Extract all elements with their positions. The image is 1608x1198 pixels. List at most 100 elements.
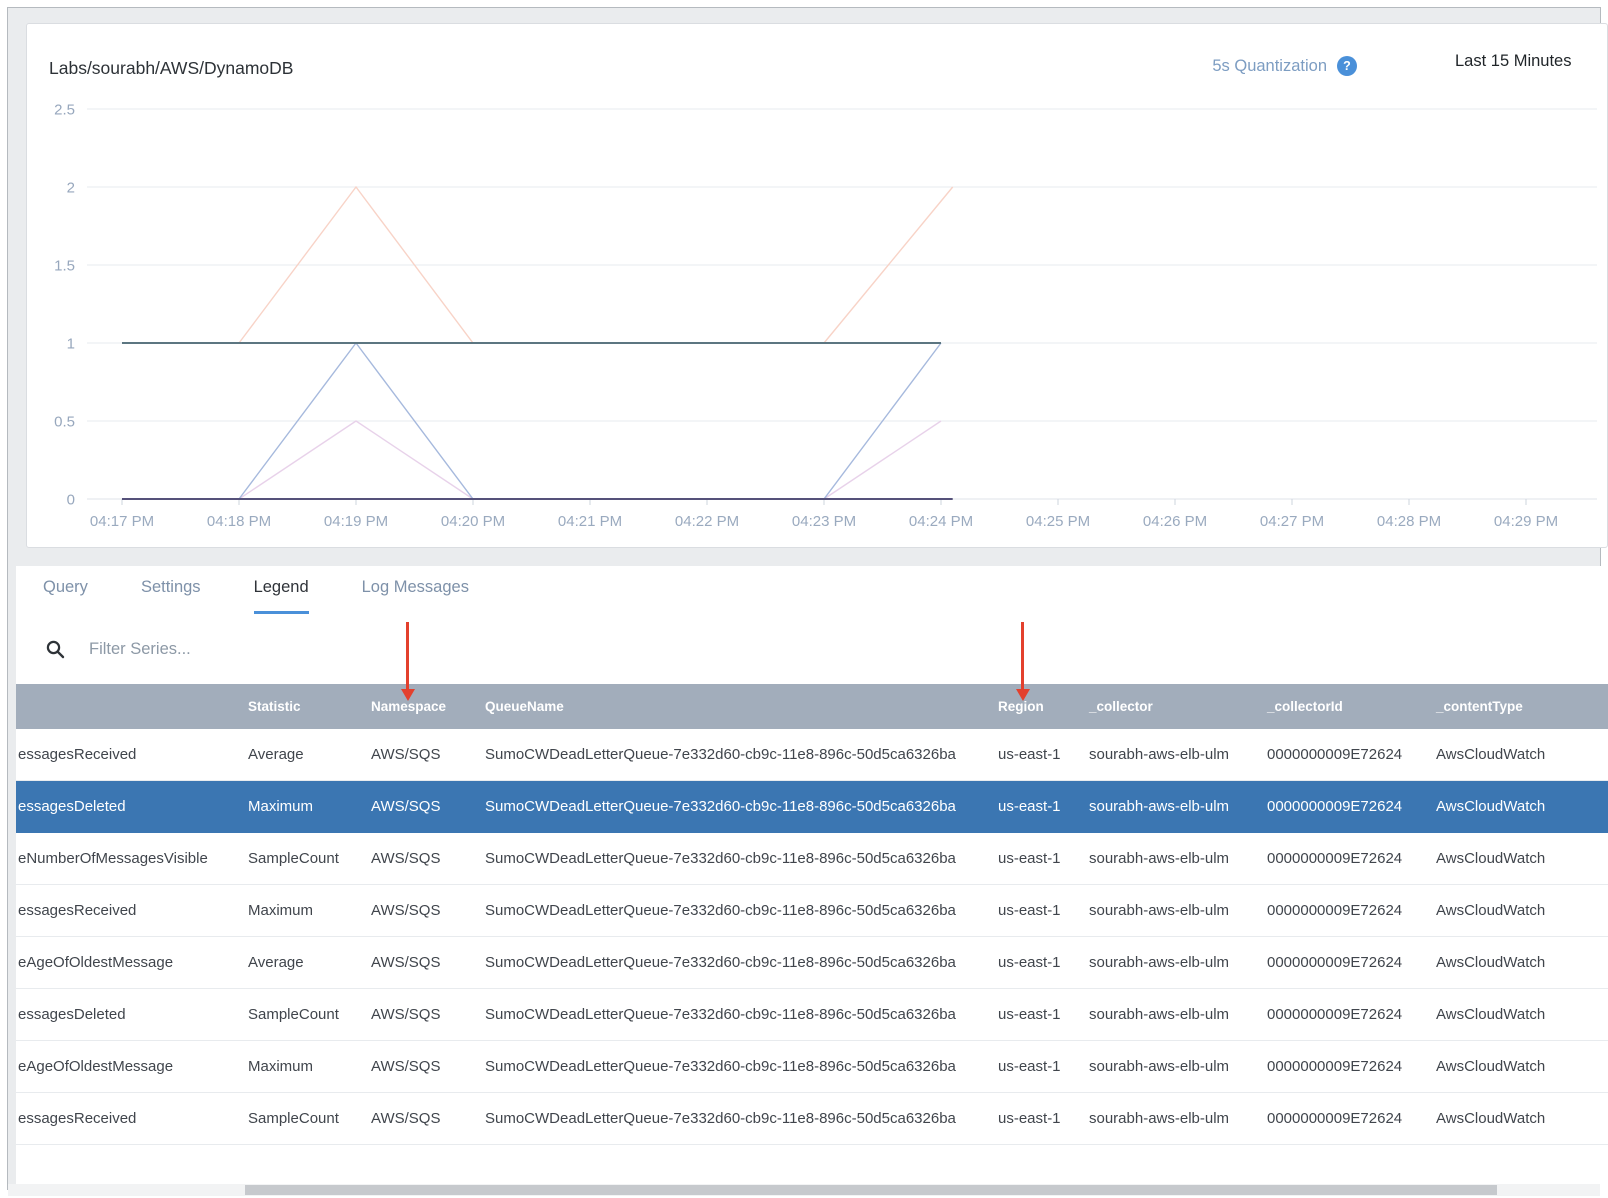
column-header-region[interactable]: Region xyxy=(998,699,1044,714)
table-cell: SumoCWDeadLetterQueue-7e332d60-cb9c-11e8… xyxy=(485,746,956,763)
x-axis: 04:17 PM 04:18 PM 04:19 PM 04:20 PM 04:21 PM… xyxy=(90,499,1558,530)
table-cell: sourabh-aws-elb-ulm xyxy=(1089,1006,1230,1023)
table-cell: eNumberOfMessagesVisible xyxy=(18,850,208,867)
table-cell: us-east-1 xyxy=(998,902,1061,919)
table-cell: eAgeOfOldestMessage xyxy=(18,1058,174,1075)
svg-text:2: 2 xyxy=(67,180,75,197)
legend-section: Query Settings Legend Log Messages Statisti… xyxy=(16,566,1608,1198)
time-range-selector[interactable]: Last 15 Minutes xyxy=(1455,52,1608,78)
svg-text:04:29 PM: 04:29 PM xyxy=(1494,513,1558,530)
annotation-arrow-namespace xyxy=(401,622,415,701)
table-cell: SumoCWDeadLetterQueue-7e332d60-cb9c-11e8… xyxy=(485,902,956,919)
tab-settings[interactable]: Settings xyxy=(140,578,201,596)
table-cell: AWS/SQS xyxy=(371,1058,441,1075)
scrollbar-thumb[interactable] xyxy=(245,1185,1497,1195)
table-cell: 0000000009E72624 xyxy=(1267,1058,1403,1075)
table-cell: AWS/SQS xyxy=(371,798,441,815)
table-cell: SumoCWDeadLetterQueue-7e332d60-cb9c-11e8… xyxy=(485,850,956,867)
series-line-light-violet-series xyxy=(238,420,942,500)
table-cell: us-east-1 xyxy=(998,954,1061,971)
table-cell: eAgeOfOldestMessage xyxy=(18,954,174,971)
table-row[interactable]: essagesDeleted Maximum AWS/SQS SumoCWDeadLe… xyxy=(16,781,1608,833)
quantization-label[interactable]: 5s Quantization xyxy=(1212,56,1327,75)
table-cell: AWS/SQS xyxy=(371,902,441,919)
table-cell: sourabh-aws-elb-ulm xyxy=(1089,1058,1230,1075)
table-row[interactable]: eAgeOfOldestMessage Average AWS/SQS SumoCWD… xyxy=(16,937,1608,989)
table-cell: essagesDeleted xyxy=(18,798,126,815)
svg-text:04:18 PM: 04:18 PM xyxy=(207,513,271,530)
table-cell: SumoCWDeadLetterQueue-7e332d60-cb9c-11e8… xyxy=(485,1006,956,1023)
column-header-contenttype[interactable]: _contentType xyxy=(1436,699,1523,714)
table-cell: us-east-1 xyxy=(998,1110,1061,1127)
table-cell: AwsCloudWatch xyxy=(1436,954,1546,971)
table-row[interactable]: essagesReceived SampleCount AWS/SQS SumoCWD… xyxy=(16,1093,1608,1145)
table-cell: AWS/SQS xyxy=(371,954,441,971)
table-cell: us-east-1 xyxy=(998,1006,1061,1023)
svg-text:1.5: 1.5 xyxy=(54,258,75,275)
svg-text:1: 1 xyxy=(67,336,75,353)
table-cell: AwsCloudWatch xyxy=(1436,1110,1546,1127)
table-cell: sourabh-aws-elb-ulm xyxy=(1089,954,1230,971)
table-header-row: Statistic Namespace QueueName Region _collec… xyxy=(16,684,1608,729)
table-row[interactable]: essagesReceived Average AWS/SQS SumoCWDeadL… xyxy=(16,729,1608,781)
table-cell: SumoCWDeadLetterQueue-7e332d60-cb9c-11e8… xyxy=(485,1110,956,1127)
table-row[interactable]: essagesDeleted SampleCount AWS/SQS SumoCWDe… xyxy=(16,989,1608,1041)
table-cell: us-east-1 xyxy=(998,1058,1061,1075)
svg-text:04:25 PM: 04:25 PM xyxy=(1026,513,1090,530)
table-cell: 0000000009E72624 xyxy=(1267,746,1403,763)
column-header-namespace[interactable]: Namespace xyxy=(371,699,447,714)
table-cell: AWS/SQS xyxy=(371,1006,441,1023)
table-cell: Maximum xyxy=(248,798,314,815)
tab-query[interactable]: Query xyxy=(43,578,88,596)
table-cell: 0000000009E72624 xyxy=(1267,954,1403,971)
table-row[interactable]: eAgeOfOldestMessage Maximum AWS/SQS SumoCWD… xyxy=(16,1041,1608,1093)
table-cell: 0000000009E72624 xyxy=(1267,798,1403,815)
table-cell: AWS/SQS xyxy=(371,850,441,867)
filter-series-input[interactable] xyxy=(89,639,509,659)
tab-log-messages[interactable]: Log Messages xyxy=(361,578,469,596)
table-cell: us-east-1 xyxy=(998,850,1061,867)
arrow-head xyxy=(401,689,415,701)
panel-title: Labs/sourabh/AWS/DynamoDB xyxy=(49,58,294,78)
search-icon xyxy=(46,640,65,658)
table-row[interactable]: eNumberOfMessagesVisible SampleCount AWS/S… xyxy=(16,833,1608,885)
table-cell: AwsCloudWatch xyxy=(1436,798,1546,815)
column-header-metric[interactable] xyxy=(16,684,246,729)
column-header-collectorid[interactable]: _collectorId xyxy=(1267,699,1343,714)
table-cell: Average xyxy=(248,954,304,971)
column-header-statistic[interactable]: Statistic xyxy=(248,699,301,714)
table-cell: AwsCloudWatch xyxy=(1436,902,1546,919)
svg-text:04:28 PM: 04:28 PM xyxy=(1377,513,1441,530)
table-row[interactable]: essagesReceived Maximum AWS/SQS SumoCWDeadL… xyxy=(16,885,1608,937)
table-cell: sourabh-aws-elb-ulm xyxy=(1089,850,1230,867)
svg-text:2.5: 2.5 xyxy=(54,102,75,119)
help-icon[interactable]: ? xyxy=(1337,56,1357,76)
legend-table: Statistic Namespace QueueName Region _collec… xyxy=(16,684,1608,1145)
svg-text:04:23 PM: 04:23 PM xyxy=(792,513,856,530)
tab-bar: Query Settings Legend Log Messages xyxy=(16,566,1608,614)
y-axis: 0 0.5 1 1.5 2 2.5 xyxy=(54,102,1597,509)
horizontal-scrollbar[interactable] xyxy=(8,1184,1600,1196)
svg-text:0.5: 0.5 xyxy=(54,414,75,431)
svg-text:04:21 PM: 04:21 PM xyxy=(558,513,622,530)
svg-text:04:20 PM: 04:20 PM xyxy=(441,513,505,530)
svg-text:04:19 PM: 04:19 PM xyxy=(324,513,388,530)
table-cell: Maximum xyxy=(248,1058,314,1075)
svg-text:04:22 PM: 04:22 PM xyxy=(675,513,739,530)
table-cell: sourabh-aws-elb-ulm xyxy=(1089,1110,1230,1127)
tab-legend[interactable]: Legend xyxy=(253,578,309,614)
table-cell: 0000000009E72624 xyxy=(1267,1110,1403,1127)
table-cell: AWS/SQS xyxy=(371,746,441,763)
table-cell: SumoCWDeadLetterQueue-7e332d60-cb9c-11e8… xyxy=(485,954,956,971)
column-header-queuename[interactable]: QueueName xyxy=(485,699,564,714)
time-range-label: Last 15 Minutes xyxy=(1455,52,1572,70)
app-window: Labs/sourabh/AWS/DynamoDB 5s Quantizatio… xyxy=(7,7,1608,1198)
table-cell: AwsCloudWatch xyxy=(1436,1006,1546,1023)
timeseries-chart: 0 0.5 1 1.5 2 2.5 04:17 PM 04:18 PM 04:19 PM 04:2… xyxy=(54,102,1597,530)
table-cell: 0000000009E72624 xyxy=(1267,902,1403,919)
table-cell: essagesReceived xyxy=(18,746,137,763)
svg-text:04:26 PM: 04:26 PM xyxy=(1143,513,1207,530)
table-cell: sourabh-aws-elb-ulm xyxy=(1089,902,1230,919)
table-cell: SampleCount xyxy=(248,1006,339,1023)
column-header-collector[interactable]: _collector xyxy=(1089,699,1153,714)
